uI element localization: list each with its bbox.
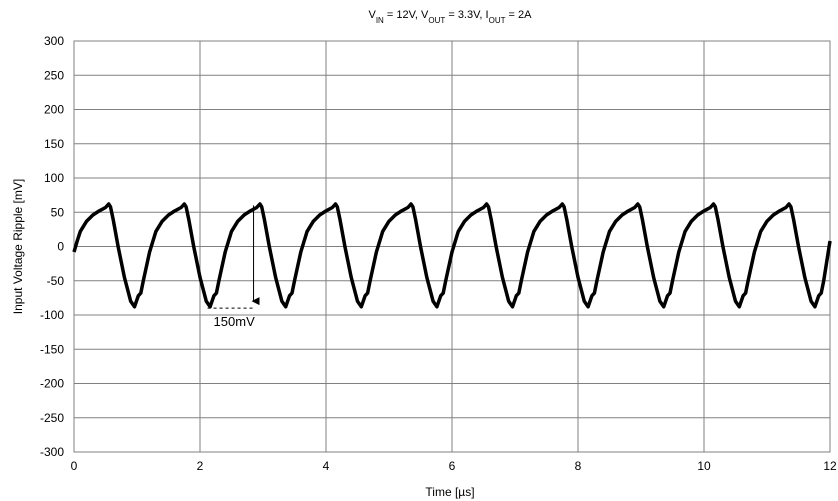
y-tick-label: 300: [44, 34, 64, 48]
y-tick-label: -200: [40, 377, 64, 391]
y-axis-ticks: 300 250 200 150 100 50 0 -50 -100 -150 -200 -250 -30…: [40, 34, 64, 459]
y-tick-label: 0: [57, 240, 64, 254]
y-tick-label: 150: [44, 137, 64, 151]
y-tick-label: 50: [51, 205, 65, 219]
x-tick-label: 0: [71, 459, 78, 473]
y-tick-label: -100: [40, 308, 64, 322]
y-tick-label: -150: [40, 342, 64, 356]
y-tick-label: -250: [40, 411, 64, 425]
chart-title: VIN = 12V, VOUT = 3.3V, IOUT = 2A: [368, 9, 532, 25]
y-tick-label: 100: [44, 171, 64, 185]
y-tick-label: -50: [47, 274, 65, 288]
x-axis-ticks: 0 2 4 6 8 10 12: [71, 459, 837, 473]
x-axis-label: Time [µs]: [425, 485, 474, 499]
chart-title-part: V: [368, 9, 376, 21]
x-tick-label: 2: [197, 459, 204, 473]
chart-title-part: OUT: [489, 16, 506, 25]
chart-title-part: = 2A: [506, 9, 533, 21]
y-tick-label: -300: [40, 445, 64, 459]
x-tick-label: 8: [575, 459, 582, 473]
x-tick-label: 6: [449, 459, 456, 473]
annotation: 150mV: [207, 205, 260, 329]
x-tick-label: 12: [823, 459, 837, 473]
chart-title-part: IN: [376, 16, 384, 25]
y-tick-label: 200: [44, 103, 64, 117]
chart-title-part: = 12V, V: [384, 9, 429, 21]
y-tick-label: 250: [44, 68, 64, 82]
ripple-series-line: [72, 202, 832, 309]
chart-title-part: OUT: [428, 16, 445, 25]
x-tick-label: 4: [323, 459, 330, 473]
chart-title-part: = 3.3V, I: [445, 9, 488, 21]
y-axis-label: Input Voltage Ripple [mV]: [11, 179, 25, 314]
x-tick-label: 10: [697, 459, 711, 473]
ripple-annotation-label: 150mV: [214, 314, 256, 329]
